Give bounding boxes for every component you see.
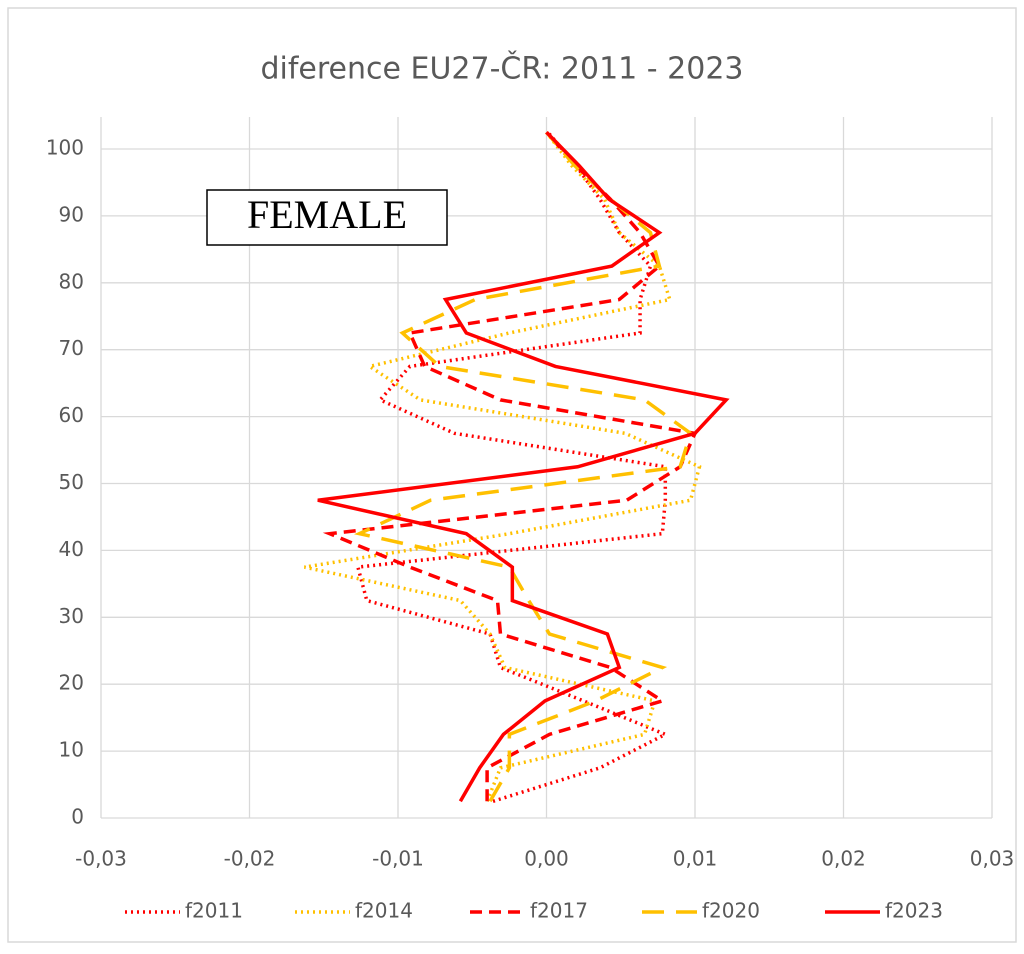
- y-tick-label: 60: [59, 403, 84, 427]
- legend-label: f2014: [355, 899, 413, 923]
- y-tick-label: 40: [59, 537, 84, 561]
- x-tick-label: -0,01: [372, 847, 424, 871]
- x-tick-label: 0,00: [524, 847, 569, 871]
- x-tick-label: -0,03: [75, 847, 127, 871]
- annotation: FEMALE: [247, 192, 407, 237]
- series-line: [354, 131, 693, 803]
- y-tick-label: 50: [59, 470, 84, 494]
- series-line: [304, 131, 702, 802]
- legend: f2011 f2014 f2017 f2020 f2023: [125, 899, 943, 923]
- y-tick-label: 80: [59, 269, 84, 293]
- x-tick-label: 0,02: [821, 847, 866, 871]
- y-tick-label: 30: [59, 604, 84, 628]
- x-tick-label: 0,03: [970, 847, 1015, 871]
- legend-label: f2023: [885, 899, 943, 923]
- legend-label: f2020: [702, 899, 760, 923]
- y-tick-label: 10: [59, 738, 84, 762]
- lines: [304, 131, 730, 803]
- y-tick-label: 100: [46, 136, 84, 160]
- y-tick-label: 20: [59, 671, 84, 695]
- legend-label: f2011: [185, 899, 243, 923]
- chart-title: diference EU27-ČR: 2011 - 2023: [260, 50, 743, 87]
- y-tick-label: 0: [71, 805, 84, 829]
- annotation-box: [206, 189, 448, 246]
- y-tick-label: 90: [59, 202, 84, 226]
- x-tick-label: 0,01: [673, 847, 718, 871]
- grid: 0 10 20 30 40 50 60 70 80 90 100 -0,03 -0,02 -0,01 0,0…: [46, 117, 1014, 871]
- legend-label: f2017: [530, 899, 588, 923]
- x-tick-label: -0,02: [224, 847, 276, 871]
- series-line: [317, 131, 730, 803]
- y-tick-label: 70: [59, 336, 84, 360]
